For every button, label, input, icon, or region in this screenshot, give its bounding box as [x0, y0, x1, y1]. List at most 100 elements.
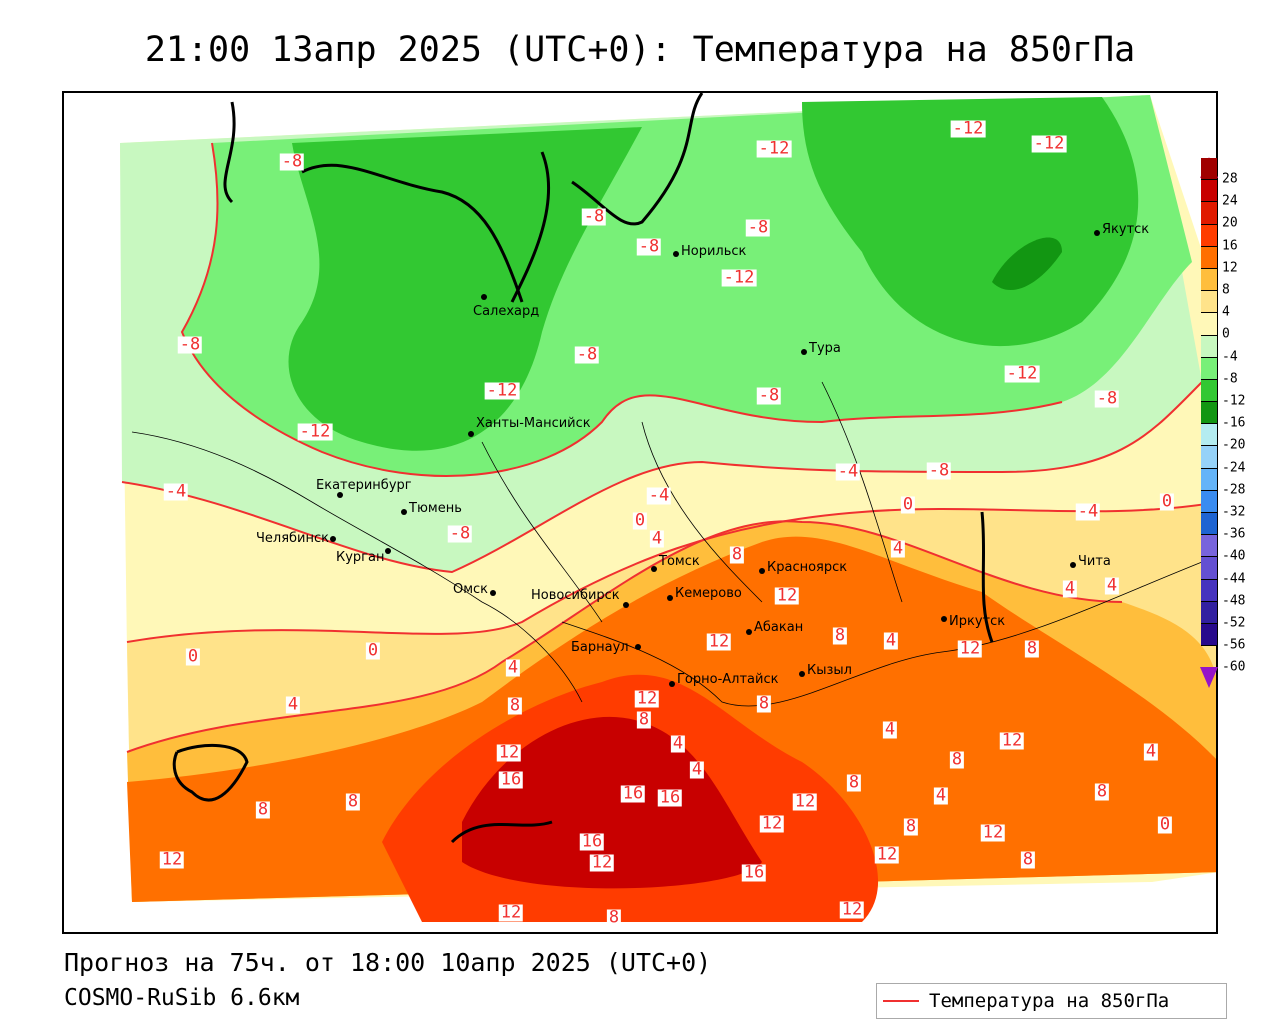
colorbar-tick-label: -40	[1222, 548, 1246, 564]
legend: Температура на 850гПа	[876, 983, 1227, 1019]
map-title: 21:00 13апр 2025 (UTC+0): Температура на…	[144, 30, 1136, 70]
contour-label: -12	[756, 138, 792, 159]
contour-label: 8	[832, 625, 848, 646]
contour-label: 8	[729, 544, 745, 565]
colorbar-segment	[1201, 490, 1217, 513]
colorbar-tick-label: 16	[1222, 238, 1238, 254]
contour-label: 0	[632, 510, 648, 531]
colorbar-segment	[1201, 158, 1217, 181]
contour-label: -8	[581, 206, 607, 227]
colorbar-tick-label: -60	[1222, 659, 1246, 675]
contour-label: 0	[1159, 491, 1175, 512]
contour-label: 8	[1024, 638, 1040, 659]
colorbar-tick-label: -12	[1222, 393, 1246, 409]
contour-label: 16	[620, 783, 646, 804]
contour-label: 12	[159, 849, 185, 870]
contour-label: -8	[177, 334, 203, 355]
contour-label: -8	[574, 344, 600, 365]
legend-line-swatch	[883, 1000, 919, 1002]
contour-label: 12	[980, 822, 1006, 843]
contour-label: 4	[505, 657, 521, 678]
colorbar-tick-label: -44	[1222, 571, 1246, 587]
contour-label: -8	[279, 151, 305, 172]
contour-label: -12	[1031, 133, 1067, 154]
contour-label: -8	[1094, 388, 1120, 409]
colorbar-segment	[1201, 424, 1217, 447]
colorbar-tick-label: 8	[1222, 282, 1230, 298]
contour-label: 0	[1157, 814, 1173, 835]
region-cold-16	[992, 237, 1062, 291]
contour-label: 0	[185, 646, 201, 667]
colorbar-tick-label: 0	[1222, 326, 1230, 342]
contour-label: 8	[756, 693, 772, 714]
contour-label: -4	[835, 461, 861, 482]
contour-label: 4	[1104, 575, 1120, 596]
colorbar-segment	[1201, 180, 1217, 203]
colorbar-tick-label: -56	[1222, 637, 1246, 653]
forecast-info: Прогноз на 75ч. от 18:00 10апр 2025 (UTC…	[64, 948, 712, 977]
contour-label: 16	[579, 831, 605, 852]
contour-label: 12	[634, 688, 660, 709]
colorbar-tick-label: -16	[1222, 415, 1246, 431]
colorbar-tick-label: -28	[1222, 482, 1246, 498]
contour-label: 8	[606, 907, 622, 928]
contour-label: 12	[706, 631, 732, 652]
colorbar-segment	[1201, 446, 1217, 469]
colorbar-segment	[1201, 513, 1217, 536]
colorbar-tick-label: 4	[1222, 304, 1230, 320]
contour-label: 0	[900, 494, 916, 515]
contour-label: 16	[741, 862, 767, 883]
colorbar-segment	[1201, 246, 1217, 269]
colorbar-segment	[1201, 623, 1217, 647]
coastline	[172, 93, 994, 844]
contour-label: -8	[636, 236, 662, 257]
contour-label: -8	[447, 523, 473, 544]
contour-label: 4	[1062, 578, 1078, 599]
colorbar-segment	[1201, 535, 1217, 558]
contour-label: -4	[646, 485, 672, 506]
colorbar-tick-label: -20	[1222, 437, 1246, 453]
model-name: COSMO-RuSib 6.6км	[64, 985, 300, 1011]
contour-label: 4	[285, 694, 301, 715]
colorbar-segment	[1201, 224, 1217, 247]
contour-label: -12	[297, 421, 333, 442]
contour-lines	[121, 142, 1216, 753]
contour-label: 12	[792, 791, 818, 812]
contour-label: 4	[933, 785, 949, 806]
contour-label: 12	[496, 742, 522, 763]
contour-label: 16	[657, 787, 683, 808]
region-cold-12	[288, 127, 642, 451]
colorbar-segment	[1201, 335, 1217, 358]
contour-label: 8	[1020, 849, 1036, 870]
contour-label: 4	[883, 630, 899, 651]
legend-label: Температура на 850гПа	[929, 990, 1170, 1012]
colorbar-segment	[1201, 468, 1217, 491]
colorbar-tick-label: -8	[1222, 371, 1238, 387]
colorbar-tick-label: -24	[1222, 460, 1246, 476]
contour-label: 4	[649, 528, 665, 549]
colorbar-segment	[1201, 268, 1217, 292]
colorbar-segment	[1201, 357, 1217, 380]
region-warm-20	[462, 716, 762, 889]
contour-label: -8	[756, 385, 782, 406]
colorbar-tick-label: 28	[1222, 171, 1238, 187]
colorbar-tick-label: 24	[1222, 193, 1238, 209]
colorbar-tick-label: -4	[1222, 349, 1238, 365]
borders	[131, 381, 1203, 707]
contour-label: 12	[589, 852, 615, 873]
colorbar-tick-label: -52	[1222, 615, 1246, 631]
contour-label: 4	[890, 538, 906, 559]
colorbar-segment	[1201, 379, 1217, 403]
contour-label: 12	[999, 730, 1025, 751]
contour-label: -12	[484, 380, 520, 401]
contour-label: 12	[839, 899, 865, 920]
colorbar-segment	[1201, 313, 1217, 336]
contour-label: -12	[721, 267, 757, 288]
contour-label: 16	[498, 769, 524, 790]
contour-label: -4	[1075, 501, 1101, 522]
colorbar-segment	[1201, 202, 1217, 225]
contour-label: 4	[689, 759, 705, 780]
contour-label: 4	[882, 719, 898, 740]
contour-label: 8	[636, 709, 652, 730]
contour-label: 8	[949, 749, 965, 770]
